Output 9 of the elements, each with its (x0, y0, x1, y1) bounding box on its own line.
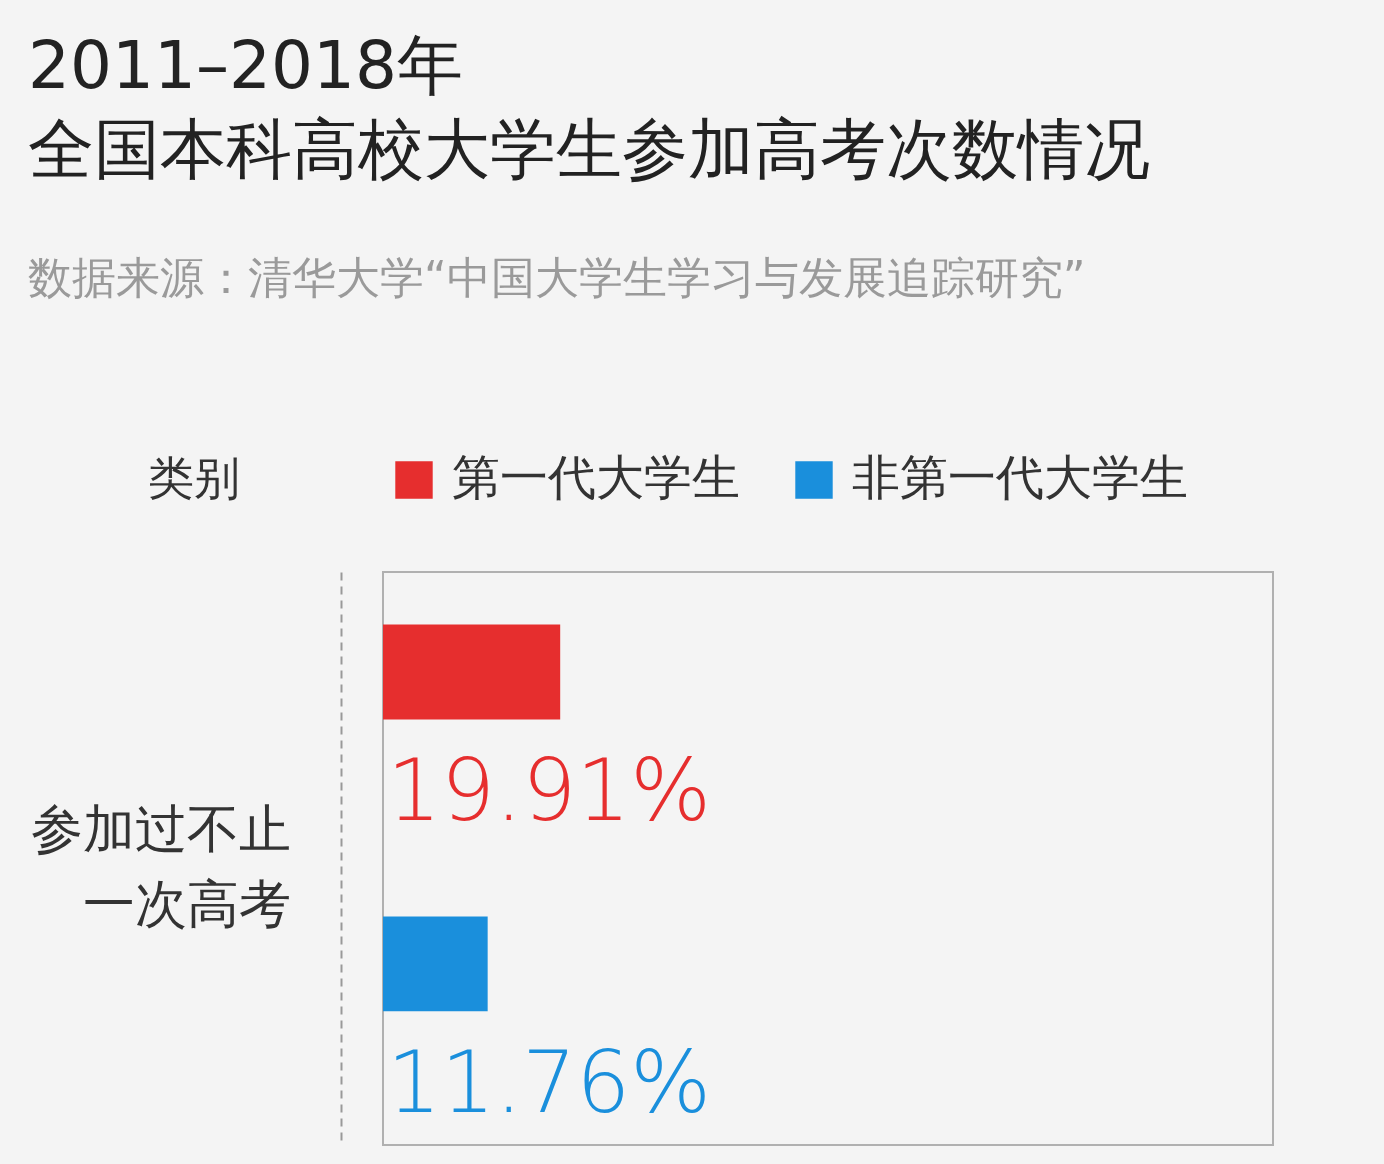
y-axis-title: 参加过不止一次高考 (30, 798, 291, 934)
data-label: 11.76% (387, 1032, 712, 1132)
chart-title: 2011–2018年 (28, 27, 463, 104)
chart-subtitle: 全国本科高校大学生参加高考次数情况 (28, 111, 1150, 188)
legend-label: 第一代大学生 (452, 449, 740, 505)
data-label: 19.91% (387, 740, 712, 840)
source-note: 数据来源：清华大学“中国大学生学习与发展追踪研究” (28, 252, 1086, 303)
legend-label: 非第一代大学生 (852, 449, 1188, 505)
legend-title: 类别 (148, 451, 240, 505)
